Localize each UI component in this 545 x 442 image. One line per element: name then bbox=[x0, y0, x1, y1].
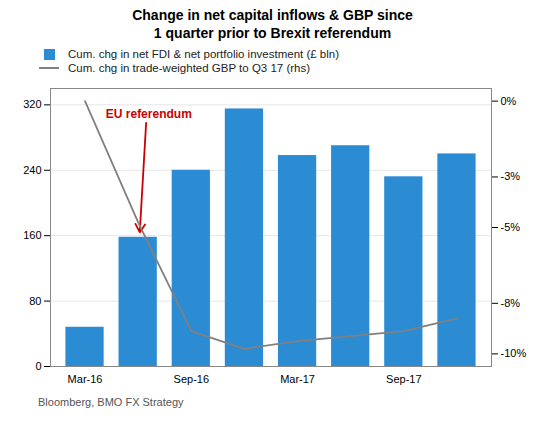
svg-text:0%: 0% bbox=[501, 95, 517, 107]
svg-text:240: 240 bbox=[23, 164, 41, 176]
svg-text:320: 320 bbox=[23, 99, 41, 111]
svg-text:Mar-16: Mar-16 bbox=[68, 374, 103, 386]
svg-text:-3%: -3% bbox=[501, 171, 521, 183]
svg-text:80: 80 bbox=[29, 295, 41, 307]
svg-text:160: 160 bbox=[23, 230, 41, 242]
html-text:Cum. chg in net FDI & net port: Cum. chg in net FDI & net portfolio inve… bbox=[68, 48, 339, 61]
svg-text:Mar-17: Mar-17 bbox=[280, 374, 315, 386]
html-text:Change in net capital inflows: Change in net capital inflows & GBP sinc… bbox=[132, 7, 413, 23]
svg-text:0: 0 bbox=[35, 360, 41, 372]
html-text:Bloomberg, BMO FX Strategy: Bloomberg, BMO FX Strategy bbox=[38, 396, 184, 409]
svg-text:EU referendum: EU referendum bbox=[106, 107, 192, 121]
svg-text:Sep-16: Sep-16 bbox=[174, 374, 209, 386]
svg-text:Sep-17: Sep-17 bbox=[386, 374, 421, 386]
svg-text:-8%: -8% bbox=[501, 297, 521, 309]
html-text:Cum. chg in trade-weighted GBP: Cum. chg in trade-weighted GBP to Q3 17 … bbox=[68, 62, 310, 75]
html-text:1 quarter prior to Brexit refe: 1 quarter prior to Brexit referendum bbox=[153, 25, 392, 42]
svg-text:-10%: -10% bbox=[501, 348, 527, 360]
svg-text:-5%: -5% bbox=[501, 221, 521, 233]
